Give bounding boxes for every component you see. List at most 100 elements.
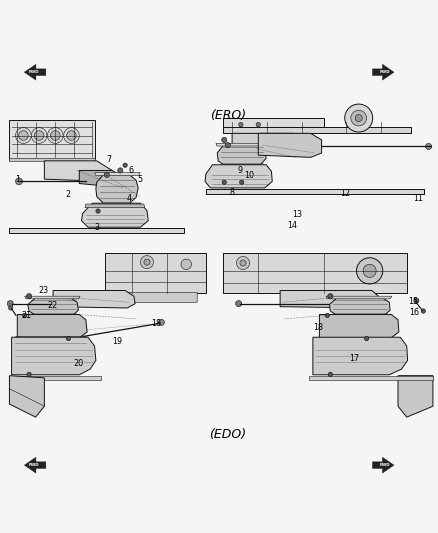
Circle shape	[351, 110, 367, 126]
Text: 22: 22	[47, 301, 57, 310]
Polygon shape	[372, 457, 394, 473]
Polygon shape	[25, 457, 46, 473]
Circle shape	[363, 264, 376, 277]
Circle shape	[141, 256, 153, 269]
Polygon shape	[232, 133, 302, 151]
Circle shape	[66, 336, 71, 341]
Polygon shape	[398, 376, 433, 417]
Polygon shape	[308, 376, 433, 380]
Circle shape	[15, 128, 31, 143]
Circle shape	[18, 131, 28, 140]
Polygon shape	[205, 165, 272, 188]
Polygon shape	[223, 118, 324, 127]
Text: 21: 21	[21, 311, 31, 320]
Circle shape	[426, 143, 431, 149]
Circle shape	[96, 209, 100, 213]
Circle shape	[236, 301, 242, 306]
Text: 7: 7	[106, 155, 112, 164]
Polygon shape	[216, 143, 269, 146]
Polygon shape	[206, 189, 424, 195]
Text: 18: 18	[314, 323, 324, 332]
Polygon shape	[217, 145, 266, 165]
Text: FWD: FWD	[380, 70, 390, 74]
Circle shape	[144, 259, 150, 265]
Text: 10: 10	[244, 171, 254, 180]
Circle shape	[34, 131, 44, 140]
Text: 5: 5	[138, 175, 143, 184]
Polygon shape	[10, 158, 95, 161]
Polygon shape	[258, 133, 321, 157]
Text: 19: 19	[113, 337, 123, 346]
Circle shape	[7, 301, 13, 306]
Circle shape	[181, 259, 191, 270]
Polygon shape	[12, 337, 96, 375]
Circle shape	[15, 178, 22, 185]
Text: 8: 8	[230, 188, 235, 197]
Circle shape	[50, 131, 60, 140]
Text: (EDO): (EDO)	[209, 428, 246, 441]
Circle shape	[364, 336, 369, 341]
Circle shape	[239, 123, 243, 127]
Circle shape	[421, 309, 426, 313]
Text: 14: 14	[287, 221, 297, 230]
Text: 2: 2	[66, 190, 71, 199]
Text: FWD: FWD	[28, 70, 39, 74]
Text: 3: 3	[94, 223, 99, 232]
Circle shape	[355, 115, 362, 122]
Circle shape	[414, 298, 419, 303]
Polygon shape	[313, 337, 408, 375]
Polygon shape	[53, 290, 135, 308]
Circle shape	[357, 258, 383, 284]
Polygon shape	[10, 376, 101, 380]
Text: FWD: FWD	[380, 463, 390, 467]
Polygon shape	[25, 64, 46, 80]
Circle shape	[31, 128, 47, 143]
Circle shape	[345, 104, 373, 132]
Polygon shape	[17, 314, 87, 338]
Polygon shape	[81, 203, 148, 227]
Text: 15: 15	[408, 297, 418, 306]
Text: 18: 18	[151, 319, 161, 328]
Polygon shape	[329, 298, 390, 316]
Circle shape	[325, 313, 329, 318]
Text: 9: 9	[237, 166, 243, 175]
Polygon shape	[95, 173, 141, 176]
Text: 17: 17	[349, 354, 360, 362]
Polygon shape	[25, 296, 80, 299]
Circle shape	[237, 256, 250, 270]
Text: 12: 12	[341, 189, 351, 198]
Circle shape	[22, 313, 27, 318]
Circle shape	[26, 294, 32, 299]
Polygon shape	[372, 64, 394, 80]
Circle shape	[225, 142, 230, 148]
Polygon shape	[280, 290, 380, 308]
Text: (ERO): (ERO)	[210, 109, 246, 123]
Polygon shape	[44, 161, 112, 181]
Circle shape	[64, 128, 79, 143]
Circle shape	[47, 128, 63, 143]
Circle shape	[240, 260, 246, 266]
Polygon shape	[10, 228, 184, 233]
Polygon shape	[319, 314, 399, 338]
Circle shape	[123, 163, 127, 167]
Circle shape	[158, 319, 164, 326]
Circle shape	[118, 168, 123, 173]
Polygon shape	[96, 175, 138, 203]
Circle shape	[240, 180, 244, 184]
Polygon shape	[223, 127, 411, 133]
Text: 11: 11	[413, 195, 423, 203]
Polygon shape	[28, 298, 78, 316]
Text: 20: 20	[73, 359, 84, 368]
Text: 23: 23	[39, 286, 49, 295]
Text: 16: 16	[410, 308, 420, 317]
Circle shape	[328, 294, 333, 299]
Text: FWD: FWD	[28, 463, 39, 467]
Polygon shape	[110, 293, 197, 302]
Circle shape	[222, 180, 226, 184]
Circle shape	[67, 131, 76, 140]
Text: 4: 4	[127, 195, 132, 203]
Circle shape	[256, 123, 261, 127]
Text: 1: 1	[15, 175, 20, 184]
Polygon shape	[223, 253, 407, 293]
Circle shape	[104, 172, 110, 177]
